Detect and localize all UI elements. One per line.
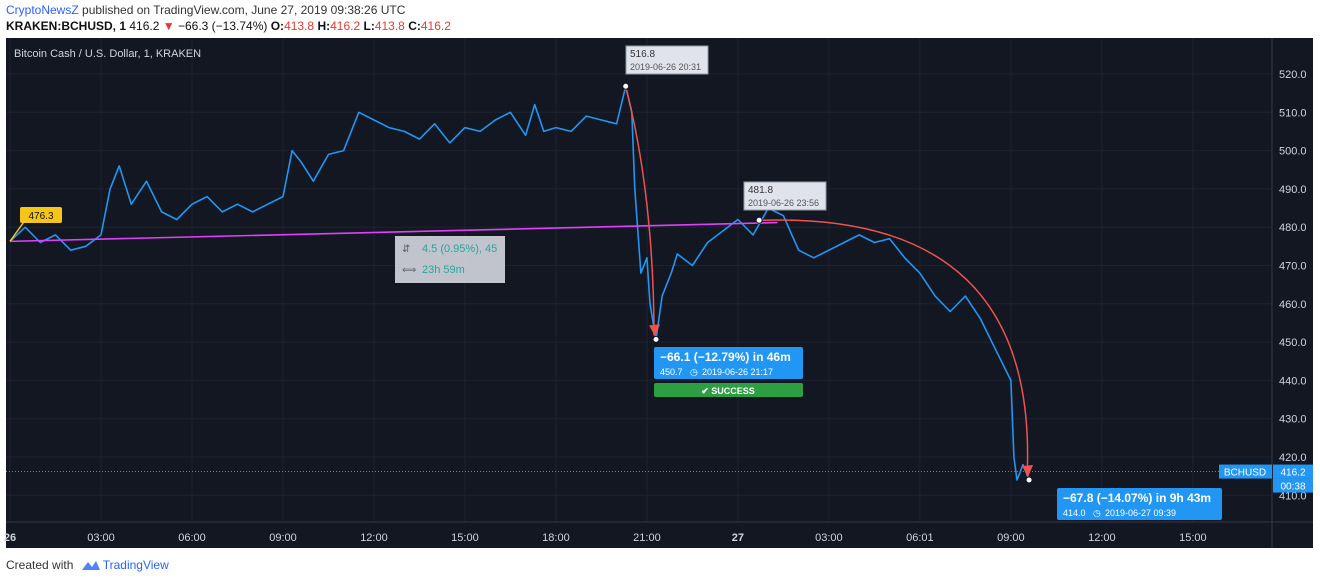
published-text: published on TradingView.com, June 27, 2… bbox=[82, 3, 406, 17]
drop2-time-text: 2019-06-27 09:39 bbox=[1105, 508, 1176, 518]
footer: Created with TradingView bbox=[6, 558, 169, 572]
time-arrows-icon: ⟺ bbox=[402, 265, 416, 276]
peak2-marker bbox=[755, 216, 763, 224]
y-tick-label: 410.0 bbox=[1279, 490, 1307, 502]
drop2-callout bbox=[1057, 488, 1222, 520]
y-tick-label: 500.0 bbox=[1279, 146, 1307, 158]
last-price-value: 416.2 bbox=[129, 19, 160, 33]
chart-area[interactable] bbox=[6, 38, 1313, 548]
y-tick-label: 520.0 bbox=[1279, 69, 1307, 81]
countdown-axis-label bbox=[1273, 478, 1313, 493]
x-tick-label: 03:00 bbox=[815, 532, 843, 544]
peak1-price-text: 516.8 bbox=[630, 49, 655, 60]
drop1-callout bbox=[654, 347, 803, 379]
x-tick-label: 15:00 bbox=[451, 532, 479, 544]
symbol-label: KRAKEN:BCHUSD, 1 bbox=[6, 19, 127, 33]
x-tick-label: 27 bbox=[732, 532, 744, 544]
y-tick-label: 450.0 bbox=[1279, 337, 1307, 349]
clock-icon: ◷ bbox=[690, 367, 698, 377]
measure-change-text: 4.5 (0.95%), 45 bbox=[422, 243, 497, 255]
drop2-title-text: −67.8 (−14.07%) in 9h 43m bbox=[1063, 491, 1211, 505]
open-value: 413.8 bbox=[284, 19, 315, 33]
x-tick-label: 26 bbox=[4, 532, 16, 544]
drop1-arrowhead bbox=[649, 324, 661, 337]
x-tick-label: 06:01 bbox=[906, 532, 934, 544]
y-tick-label: 510.0 bbox=[1279, 107, 1307, 119]
drop1-time-text: 2019-06-26 21:17 bbox=[702, 367, 773, 377]
publisher-link[interactable]: CryptoNewsZ bbox=[6, 3, 79, 17]
down-arrow-icon: ▼ bbox=[162, 19, 175, 33]
peak1-time-text: 2019-06-26 20:31 bbox=[630, 62, 701, 72]
high-label: H: bbox=[317, 19, 331, 33]
x-tick-label: 09:00 bbox=[269, 532, 297, 544]
x-tick-label: 06:00 bbox=[178, 532, 206, 544]
open-label: O: bbox=[270, 19, 285, 33]
clock-icon: ◷ bbox=[1093, 508, 1101, 518]
y-tick-label: 460.0 bbox=[1279, 299, 1307, 311]
drop1-price-text: 450.7 bbox=[660, 367, 683, 377]
countdown-axis-text: 00:38 bbox=[1280, 482, 1305, 493]
trend-line bbox=[9, 221, 778, 243]
chart-title: Bitcoin Cash / U.S. Dollar, 1, KRAKEN bbox=[14, 48, 202, 60]
y-tick-label: 490.0 bbox=[1279, 184, 1307, 196]
created-with-label: Created with bbox=[6, 558, 74, 572]
x-tick-label: 18:00 bbox=[542, 532, 570, 544]
drop1-arc bbox=[624, 86, 655, 336]
last-price-axis-label bbox=[1273, 464, 1313, 479]
drop2-arc bbox=[759, 219, 1029, 477]
drop2-arrowhead bbox=[1022, 464, 1034, 477]
measure-range-text: 23h 59m bbox=[422, 264, 465, 276]
measure-box bbox=[395, 236, 505, 283]
x-tick-label: 09:00 bbox=[997, 532, 1025, 544]
y-tick-label: 440.0 bbox=[1279, 375, 1307, 387]
symbol-axis-label-text: BCHUSD bbox=[1224, 468, 1266, 479]
x-tick-label: 15:00 bbox=[1179, 532, 1207, 544]
high-value: 416.2 bbox=[330, 19, 361, 33]
price-series-line bbox=[9, 85, 1030, 481]
y-tick-label: 430.0 bbox=[1279, 414, 1307, 426]
publish-line: CryptoNewsZ published on TradingView.com… bbox=[6, 3, 405, 17]
success-badge bbox=[654, 383, 803, 397]
start-price-badge bbox=[20, 207, 62, 223]
peak2-time-text: 2019-06-26 23:56 bbox=[748, 198, 819, 208]
close-value: 416.2 bbox=[420, 19, 451, 33]
tradingview-link[interactable]: TradingView bbox=[102, 558, 169, 572]
peak2-callout bbox=[743, 181, 827, 211]
low-value: 413.8 bbox=[374, 19, 405, 33]
x-tick-label: 03:00 bbox=[87, 532, 115, 544]
last-price-axis-text: 416.2 bbox=[1280, 468, 1305, 479]
peak2-price-text: 481.8 bbox=[748, 185, 773, 196]
x-tick-label: 12:00 bbox=[1088, 532, 1116, 544]
peak1-callout bbox=[625, 45, 709, 75]
low-label: L: bbox=[363, 19, 375, 33]
range-arrows-icon: ⇵ bbox=[402, 244, 410, 255]
x-tick-label: 12:00 bbox=[360, 532, 388, 544]
change-value: −66.3 (−13.74%) bbox=[177, 19, 268, 33]
symbol-axis-label bbox=[1219, 464, 1272, 479]
peak1-marker bbox=[622, 82, 630, 90]
trough1-marker bbox=[652, 335, 660, 343]
y-tick-label: 470.0 bbox=[1279, 261, 1307, 273]
start-price-badge-text: 476.3 bbox=[28, 211, 53, 222]
drop1-title-text: −66.1 (−12.79%) in 46m bbox=[660, 350, 791, 364]
y-tick-label: 480.0 bbox=[1279, 222, 1307, 234]
drop2-price-text: 414.0 bbox=[1063, 508, 1086, 518]
trough2-marker bbox=[1025, 476, 1033, 484]
x-tick-label: 21:00 bbox=[633, 532, 661, 544]
y-tick-label: 420.0 bbox=[1279, 452, 1307, 464]
success-badge-text: ✔ SUCCESS bbox=[701, 386, 755, 396]
tradingview-logo-icon bbox=[81, 561, 100, 570]
ohlc-line: KRAKEN:BCHUSD, 1 416.2 ▼ −66.3 (−13.74%)… bbox=[6, 19, 451, 33]
close-label: C: bbox=[408, 19, 421, 33]
